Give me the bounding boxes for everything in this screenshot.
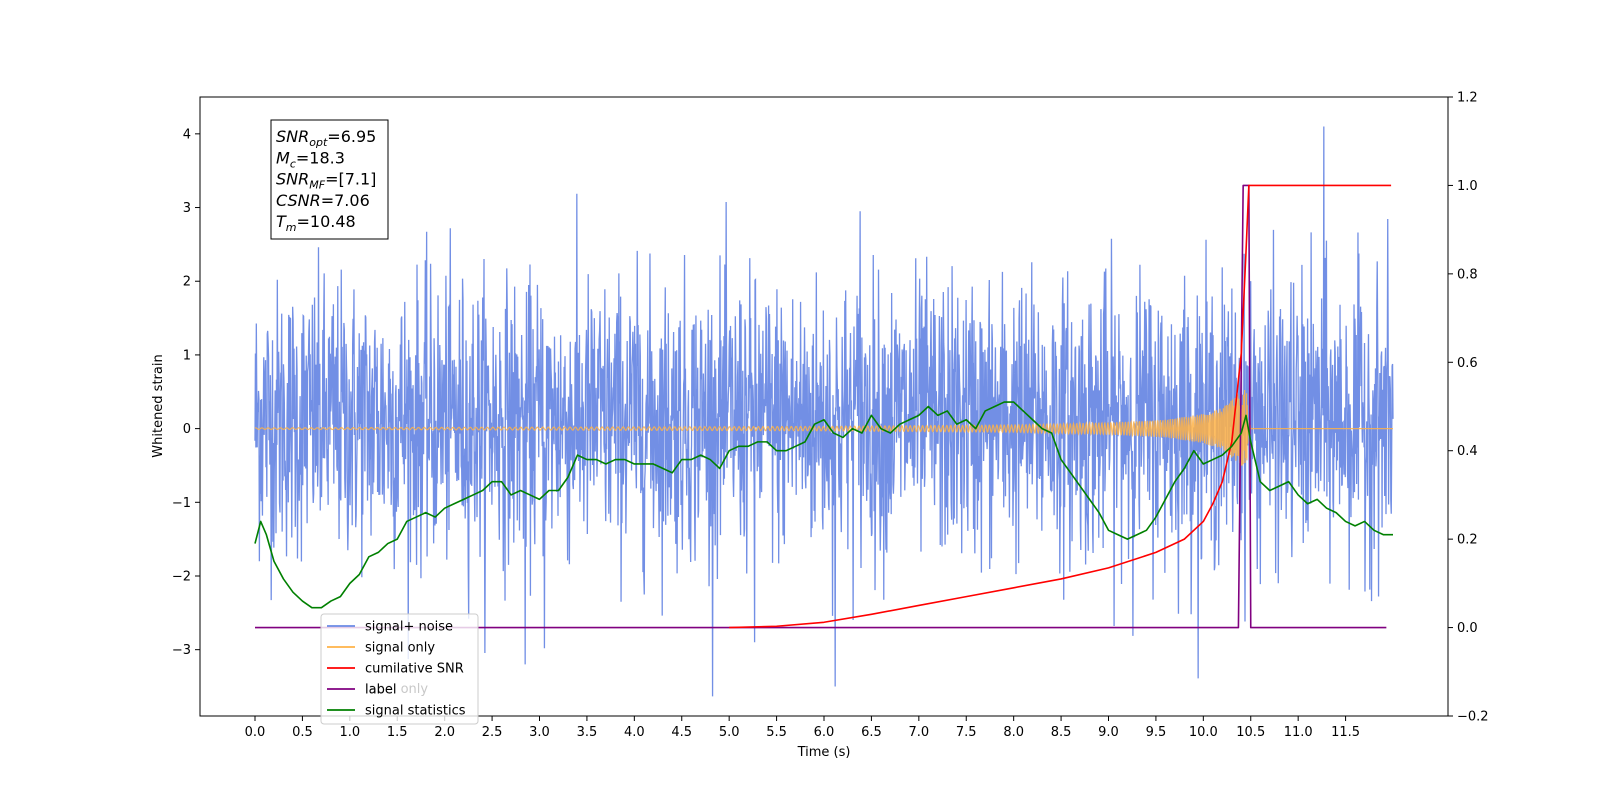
x-tick-label: 10.5 — [1236, 725, 1265, 740]
y2-tick-label: 0.4 — [1457, 444, 1478, 459]
y-tick-label: 4 — [183, 127, 191, 142]
y-tick-label: 1 — [183, 348, 191, 363]
x-tick-label: 10.0 — [1189, 725, 1218, 740]
series-signal-only-line — [254, 389, 1393, 466]
stats-line: SNRopt=6.95 — [276, 127, 376, 149]
y2-tick-label: 1.2 — [1457, 91, 1478, 106]
x-tick-label: 9.0 — [1098, 725, 1119, 740]
series-signal-statistics-line — [254, 401, 1393, 609]
y2-tick-label: 0.8 — [1457, 267, 1478, 282]
y-axis-label: Whitened strain — [151, 354, 166, 457]
legend-overlapped-text: label only — [365, 682, 428, 697]
legend-entry[interactable]: signal statistics — [327, 704, 466, 719]
stats-line: Mc=18.3 — [276, 148, 345, 170]
x-tick-label: 1.5 — [387, 725, 408, 740]
y-tick-label: 0 — [183, 422, 191, 437]
y-tick-label: −1 — [172, 496, 191, 511]
x-axis-ticks: 0.0 0.5 1.0 1.5 2.0 2.5 3.0 3.5 4.0 4.5 5.0 5.5 6.0 6… — [245, 716, 1360, 740]
y-tick-label: 3 — [183, 201, 191, 216]
x-tick-label: 7.0 — [908, 725, 929, 740]
plot-area — [254, 126, 1394, 697]
series-signal-noise-line — [254, 126, 1394, 697]
x-axis-label: Time (s) — [797, 745, 851, 760]
legend-entry[interactable]: cumilative SNR — [327, 662, 464, 677]
legend-label: signal statistics — [365, 704, 466, 719]
x-tick-label: 6.5 — [861, 725, 882, 740]
x-tick-label: 8.0 — [1003, 725, 1024, 740]
y-tick-label: 2 — [183, 275, 191, 290]
legend-entry[interactable]: signal only — [327, 641, 435, 656]
x-tick-label: 0.5 — [292, 725, 313, 740]
x-tick-label: 6.0 — [814, 725, 835, 740]
y-axis-left-ticks: −3 −2 −1 0 1 2 3 4 — [172, 127, 200, 658]
stats-line: SNRMF=[7.1] — [276, 170, 376, 192]
y2-tick-label: 0.6 — [1457, 356, 1478, 371]
legend-entry[interactable]: signal+ noise — [327, 620, 453, 635]
stats-line: Tm=10.48 — [276, 212, 356, 234]
x-tick-label: 1.0 — [339, 725, 360, 740]
legend-frame — [320, 613, 479, 725]
y-axis-right-ticks: −0.2 0.0 0.2 0.4 0.6 0.8 1.0 1.2 — [1448, 91, 1489, 725]
x-tick-label: 7.5 — [956, 725, 977, 740]
y-tick-label: −2 — [172, 569, 191, 584]
series-label-line — [255, 184, 1387, 629]
y2-tick-label: 0.0 — [1457, 621, 1478, 636]
legend-entry[interactable]: label — [327, 683, 396, 698]
stats-box-frame — [270, 119, 389, 240]
legend-label: signal only — [365, 641, 435, 656]
x-tick-label: 9.5 — [1146, 725, 1167, 740]
x-tick-label: 2.5 — [482, 725, 503, 740]
y2-tick-label: 0.2 — [1457, 533, 1478, 548]
x-tick-label: 3.0 — [529, 725, 550, 740]
x-tick-label: 5.5 — [766, 725, 787, 740]
y2-tick-label: 1.0 — [1457, 179, 1478, 194]
legend-label: cumilative SNR — [365, 662, 464, 677]
series-cumulative-snr-line — [729, 184, 1392, 629]
x-tick-label: 11.0 — [1284, 725, 1313, 740]
x-tick-label: 8.5 — [1051, 725, 1072, 740]
x-tick-label: 5.0 — [719, 725, 740, 740]
x-tick-label: 3.5 — [577, 725, 598, 740]
x-tick-label: 4.5 — [671, 725, 692, 740]
x-tick-label: 2.0 — [434, 725, 455, 740]
legend-label: signal+ noise — [365, 620, 453, 635]
legend-label: label — [365, 683, 396, 698]
stats-line: CSNR=7.06 — [276, 191, 370, 210]
x-tick-label: 11.5 — [1331, 725, 1360, 740]
legend[interactable]: label only signal+ noise signal only cumila… — [320, 613, 479, 725]
y2-tick-label: −0.2 — [1457, 710, 1489, 725]
x-tick-label: 0.0 — [245, 725, 266, 740]
x-tick-label: 4.0 — [624, 725, 645, 740]
y-tick-label: −3 — [172, 643, 191, 658]
